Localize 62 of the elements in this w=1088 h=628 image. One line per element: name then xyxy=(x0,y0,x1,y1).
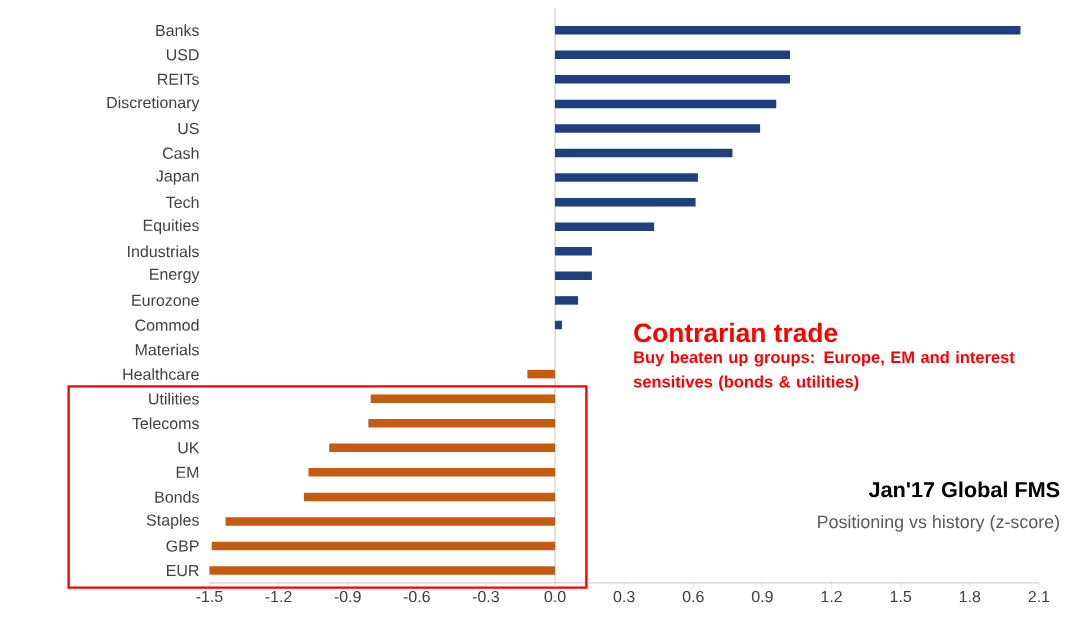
bar xyxy=(555,50,791,59)
y-tick-label: Japan xyxy=(156,170,199,185)
bar xyxy=(555,74,791,84)
y-tick-label: Industrials xyxy=(128,245,199,258)
bar xyxy=(555,124,761,133)
x-tick-label: -0.9 xyxy=(334,590,361,603)
y-tick-label: Bonds xyxy=(155,490,199,503)
y-tick-label: Eurozone xyxy=(132,294,199,306)
x-tick-label: -0.3 xyxy=(472,590,499,603)
x-tick-label: -1.5 xyxy=(196,590,223,603)
bar xyxy=(555,271,592,280)
bar xyxy=(555,173,698,182)
bar xyxy=(211,541,556,551)
bar xyxy=(209,566,556,575)
y-tick-label: USD xyxy=(166,49,199,61)
bar xyxy=(555,296,579,305)
y-tick-label: EUR xyxy=(167,564,199,577)
y-tick-label: Energy xyxy=(150,268,200,283)
y-tick-label: US xyxy=(178,122,199,135)
x-tick-label: 0.3 xyxy=(613,590,635,603)
y-tick-label: Staples xyxy=(146,513,199,529)
bar xyxy=(225,517,556,526)
bar xyxy=(555,99,777,109)
x-tick-label: -0.6 xyxy=(403,590,430,603)
text: Jan'17 Global FMS xyxy=(868,481,1060,498)
y-tick-label: GBP xyxy=(166,540,199,552)
text: Positioning vs history (z-score) xyxy=(818,514,1059,532)
y-tick-label: Equities xyxy=(143,219,199,235)
y-tick-label: Commod xyxy=(135,319,199,331)
y-tick-label: EM xyxy=(176,466,199,478)
bar xyxy=(329,443,556,452)
y-tick-label: Materials xyxy=(135,343,199,356)
annotation: Buy beaten up groups: Europe, EM and interest sensitives (bonds & utilities) xyxy=(633,350,1015,391)
y-tick-label: Utilities xyxy=(149,392,199,405)
bar xyxy=(555,222,655,231)
y-tick-label: Cash xyxy=(162,147,199,159)
x-tick-label: -1.2 xyxy=(265,590,292,603)
bar xyxy=(555,148,733,158)
y-tick-label: Healthcare xyxy=(123,368,199,380)
y-tick-label: Telecoms xyxy=(132,417,199,430)
y-tick-label: Discretionary xyxy=(107,96,200,112)
bar xyxy=(308,468,556,477)
annotation: Contrarian trade xyxy=(634,322,838,343)
bar xyxy=(555,246,592,256)
y-tick-label: UK xyxy=(178,442,200,454)
y-tick-label: Banks xyxy=(156,24,199,36)
x-tick-label: 1.2 xyxy=(821,590,842,603)
y-tick-label: REITs xyxy=(158,73,199,85)
x-tick-label: 0.0 xyxy=(544,590,566,603)
bar xyxy=(368,418,556,428)
y-tick-label: Tech xyxy=(166,196,199,208)
x-tick-label: 2.1 xyxy=(1028,590,1050,603)
x-tick-label: 0.6 xyxy=(682,590,704,603)
bar xyxy=(555,197,696,207)
x-tick-label: 1.5 xyxy=(890,590,912,603)
bar xyxy=(370,394,556,403)
bar xyxy=(303,492,556,502)
bar xyxy=(555,320,562,330)
bar xyxy=(527,369,556,379)
x-tick-label: 0.9 xyxy=(751,590,773,603)
bar xyxy=(555,25,1021,35)
x-tick-label: 1.8 xyxy=(959,590,981,603)
